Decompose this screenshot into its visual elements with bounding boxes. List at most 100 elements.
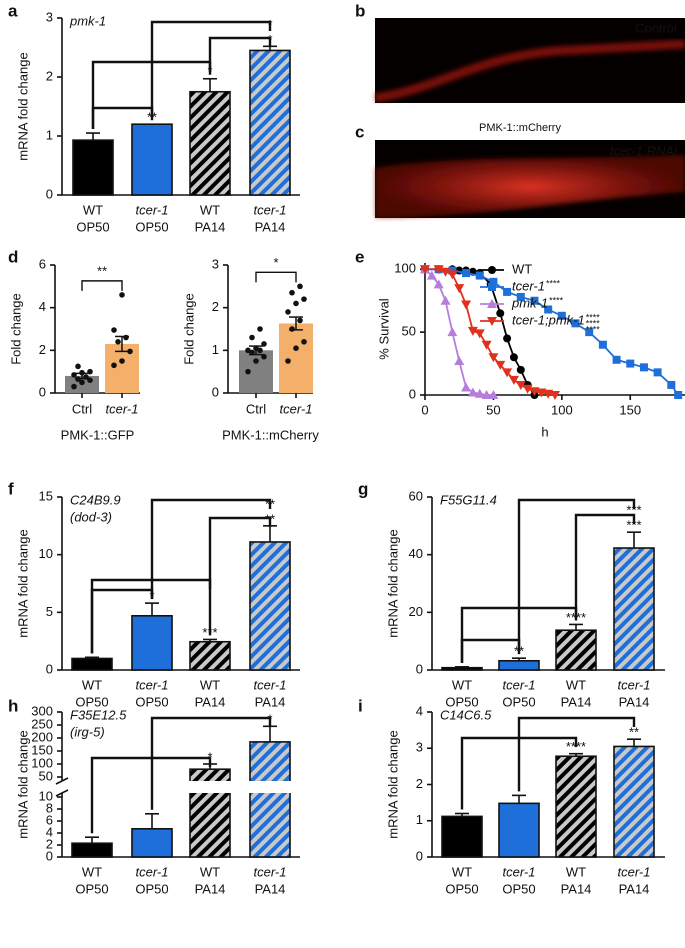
bar-break-gap [248,781,292,793]
panel-letter: e [355,247,364,266]
panel-letter: h [8,696,18,715]
y-axis-label: mRNA fold change [15,529,30,637]
x-tick-label: tcer-1 [106,401,139,416]
y-axis-label: Fold change [8,293,23,365]
y-tick-label: 0 [46,661,53,676]
data-point [253,358,259,364]
x-tick-label: tcer-1 [254,864,287,879]
y-tick-label: 250 [31,716,53,731]
data-point [253,345,259,352]
panel-letter: c [355,122,364,141]
y-tick-label: 2 [212,299,219,314]
significance-bracket [460,638,521,663]
y-tick-label: 0 [212,384,219,399]
legend-label: tcer-1;pmk-1 [512,312,585,327]
legend-marker [488,266,496,274]
panel-subtitle: (dod-3) [70,509,112,524]
y-tick-label: 5 [46,604,53,619]
x-tick-label: WT [200,202,220,217]
panel-letter: b [355,1,365,20]
y-tick-label: 6 [46,812,53,827]
data-point [289,289,295,296]
data-point [495,360,506,370]
y-tick-label: 2 [416,776,423,791]
bar [441,815,483,858]
bar [613,547,655,671]
bar [189,90,231,196]
data-point [653,368,662,377]
x-tick-group: PA14 [195,881,226,896]
y-tick-label: 10 [39,788,53,803]
y-tick-label: 40 [409,546,423,561]
y-tick-label: 20 [409,604,423,619]
y-axis-label: % Survival [376,298,391,360]
bar [555,629,597,671]
image-title: PMK-1::mCherry [479,122,561,134]
x-tick-group: OP50 [445,881,478,896]
y-tick-label: 1 [212,342,219,357]
y-tick-label: 50 [402,324,416,339]
data-point [285,358,291,364]
legend-label: WT [512,261,532,276]
bar [249,541,291,671]
bar [131,827,173,858]
y-tick-label: 0 [46,186,53,201]
data-point [433,279,444,289]
axis-break [55,777,69,785]
bar [131,614,173,671]
data-point [440,267,451,277]
panel-title: F35E12.5 [70,707,127,722]
data-point [462,269,471,278]
significance-bracket [208,516,272,636]
bar [189,640,231,671]
legend-label: tcer-1 [512,278,545,293]
x-tick-label: WT [200,677,220,692]
data-point [79,379,85,386]
x-tick-group: PA14 [195,219,226,234]
y-tick-label: 150 [31,742,53,757]
data-point [75,376,81,382]
y-tick-label: 3 [212,256,219,271]
significance: * [273,255,278,270]
legend-label: pmk-1 [511,295,548,310]
y-tick-label: 4 [416,703,423,718]
data-point [75,363,81,370]
x-tick-label: Ctrl [246,401,266,416]
data-point [123,334,129,341]
data-point [261,341,267,347]
data-point [598,340,607,349]
legend-marker [487,317,497,326]
significance-bracket [150,20,272,121]
data-point [454,356,465,366]
x-tick-label: tcer-1 [136,864,169,879]
data-point [516,365,525,374]
panel-letter: f [8,479,14,498]
x-tick-group: PA14 [255,219,286,234]
data-point [639,363,648,372]
data-point [571,319,580,328]
data-point [503,334,512,343]
data-point [87,368,93,375]
x-axis-label: h [541,424,548,439]
data-point [467,326,478,336]
bar [249,49,291,196]
x-tick-group: OP50 [76,219,109,234]
y-tick-label: 0 [409,386,416,401]
data-point [293,345,299,352]
data-point [289,326,295,332]
x-tick-group: PA14 [195,694,226,709]
y-tick-label: 50 [39,768,53,783]
data-point [245,368,251,375]
y-tick-label: 0 [416,848,423,863]
data-point [249,334,255,341]
data-point [674,391,683,399]
x-tick-group: PA14 [255,881,286,896]
data-point [87,377,93,384]
data-point [440,295,451,305]
panel-title: F55G11.4 [440,492,497,507]
data-point [474,329,485,339]
y-tick-label: 200 [31,729,53,744]
bar [239,350,273,393]
legend-marker [487,299,497,308]
